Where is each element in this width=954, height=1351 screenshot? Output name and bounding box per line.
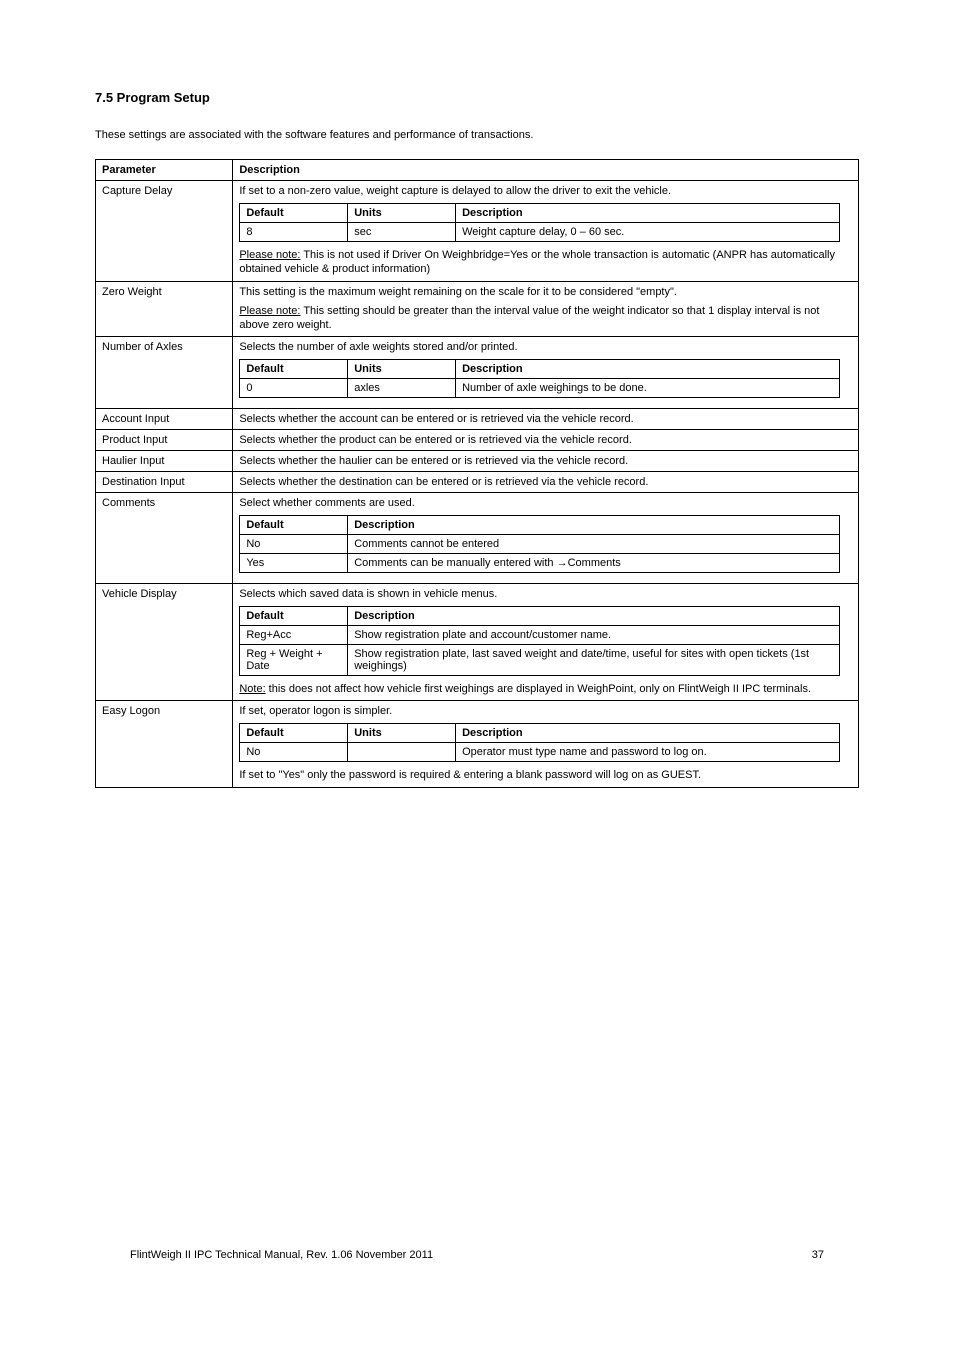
inner-cell: Comments can be manually entered with →C… [348,554,840,573]
inner-cell: sec [348,223,456,242]
param-desc: This setting is the maximum weight remai… [239,286,852,298]
inner-header: Units [348,724,456,743]
inner-cell [348,743,456,762]
inner-cell: Show registration plate, last saved weig… [348,645,840,676]
table-row: Destination Input Selects whether the de… [96,472,859,493]
table-row: Comments Select whether comments are use… [96,493,859,584]
param-desc: If set to a non-zero value, weight captu… [239,185,852,197]
program-setup-table: Parameter Description Capture Delay If s… [95,159,859,788]
inner-cell: Operator must type name and password to … [456,743,840,762]
table-row: Capture Delay If set to a non-zero value… [96,181,859,282]
inner-cell: Number of axle weighings to be done. [456,379,840,398]
param-name: Easy Logon [96,701,233,787]
inner-table: Default Units Description 8 sec Weight c… [239,203,839,242]
table-row: Haulier Input Selects whether the haulie… [96,451,859,472]
inner-cell: Show registration plate and account/cust… [348,626,840,645]
inner-cell: No [240,743,348,762]
header-parameter: Parameter [96,160,233,181]
param-desc: Selects the number of axle weights store… [239,341,852,353]
inner-cell: Yes [240,554,348,573]
inner-header: Description [456,360,840,379]
inner-cell: Reg + Weight + Date [240,645,348,676]
param-name: Product Input [96,430,233,451]
table-row: Zero Weight This setting is the maximum … [96,281,859,337]
header-description: Description [233,160,859,181]
param-desc: Select whether comments are used. [239,497,852,509]
param-desc: Selects whether the destination can be e… [233,472,859,493]
inner-cell: No [240,535,348,554]
inner-table: Default Units Description No Operator mu… [239,723,839,762]
inner-header: Default [240,204,348,223]
inner-cell: 8 [240,223,348,242]
param-name: Capture Delay [96,181,233,282]
inner-table: Default Units Description 0 axles Number… [239,359,839,398]
inner-header: Default [240,516,348,535]
param-note: Please note: This setting should be grea… [239,304,852,333]
param-desc-cell: Select whether comments are used. Defaul… [233,493,859,584]
param-name: Zero Weight [96,281,233,337]
param-note: If set to "Yes" only the password is req… [239,768,852,782]
param-desc-cell: If set to a non-zero value, weight captu… [233,181,859,282]
param-desc-cell: This setting is the maximum weight remai… [233,281,859,337]
param-name: Comments [96,493,233,584]
table-header-row: Parameter Description [96,160,859,181]
param-name: Account Input [96,409,233,430]
section-heading: 7.5 Program Setup [95,90,859,105]
param-name: Haulier Input [96,451,233,472]
param-desc: If set, operator logon is simpler. [239,705,852,717]
inner-header: Default [240,360,348,379]
param-desc: Selects whether the account can be enter… [233,409,859,430]
inner-cell: 0 [240,379,348,398]
footer-text: FlintWeigh II IPC Technical Manual, Rev.… [130,1249,433,1261]
inner-header: Default [240,724,348,743]
intro-text: These settings are associated with the s… [95,129,859,141]
inner-header: Description [348,516,840,535]
arrow-right-icon: → [557,557,568,569]
inner-cell: Weight capture delay, 0 – 60 sec. [456,223,840,242]
footer-page-number: 37 [812,1249,824,1261]
param-note: Please note: This is not used if Driver … [239,248,852,277]
param-desc-cell: If set, operator logon is simpler. Defau… [233,701,859,787]
inner-table: Default Description No Comments cannot b… [239,515,839,573]
inner-cell: Reg+Acc [240,626,348,645]
param-desc: Selects which saved data is shown in veh… [239,588,852,600]
table-row: Account Input Selects whether the accoun… [96,409,859,430]
inner-header: Units [348,204,456,223]
param-note: Note: this does not affect how vehicle f… [239,682,852,696]
inner-header: Description [348,607,840,626]
inner-table: Default Description Reg+Acc Show registr… [239,606,839,676]
table-row: Easy Logon If set, operator logon is sim… [96,701,859,787]
param-desc: Selects whether the haulier can be enter… [233,451,859,472]
inner-header: Default [240,607,348,626]
table-row: Vehicle Display Selects which saved data… [96,584,859,701]
inner-cell: Comments cannot be entered [348,535,840,554]
table-row: Number of Axles Selects the number of ax… [96,337,859,409]
param-name: Number of Axles [96,337,233,409]
param-name: Vehicle Display [96,584,233,701]
param-desc: Selects whether the product can be enter… [233,430,859,451]
table-row: Product Input Selects whether the produc… [96,430,859,451]
inner-header: Description [456,204,840,223]
inner-header: Units [348,360,456,379]
param-name: Destination Input [96,472,233,493]
param-desc-cell: Selects which saved data is shown in veh… [233,584,859,701]
param-desc-cell: Selects the number of axle weights store… [233,337,859,409]
inner-header: Description [456,724,840,743]
inner-cell: axles [348,379,456,398]
